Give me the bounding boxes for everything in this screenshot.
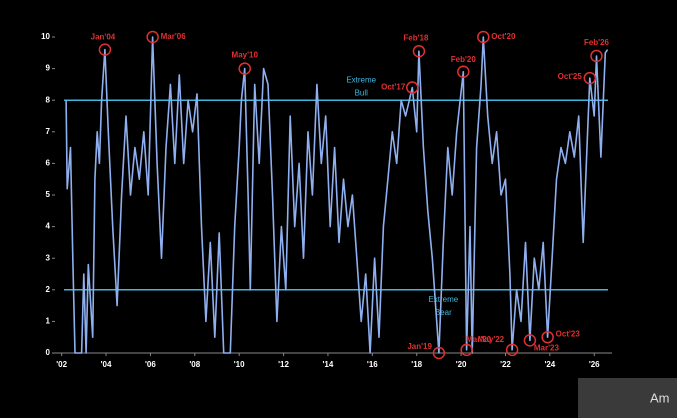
x-tick-label: '26: [589, 360, 600, 369]
annotation-label: Jan'04: [91, 33, 116, 42]
reference-label: Bear: [435, 308, 452, 317]
annotation-label: Feb'26: [584, 38, 610, 47]
x-tick-label: '12: [278, 360, 289, 369]
annotation-circle: [590, 49, 603, 63]
annotation-circle: [460, 343, 473, 357]
reference-label: Extreme: [346, 75, 376, 84]
x-tick-label: '10: [234, 360, 245, 369]
annotation-circle: [583, 71, 597, 85]
annotation-circle: [406, 81, 419, 94]
annotation-circle: [541, 330, 554, 344]
annotation-label: Oct'23: [556, 329, 581, 338]
annotation-label: Mar'23: [534, 343, 560, 352]
x-tick-label: '02: [56, 360, 67, 369]
annotation-label: Mar'20: [466, 335, 492, 344]
y-tick-label: 7: [46, 127, 51, 136]
annotation-circle: [238, 62, 251, 75]
x-tick-label: '04: [101, 360, 112, 369]
y-tick-label: 4: [46, 222, 51, 231]
y-tick-label: 3: [46, 253, 51, 262]
annotation-label: Feb'20: [451, 55, 477, 64]
y-tick-label: 10: [41, 32, 50, 41]
x-tick-label: '18: [411, 360, 422, 369]
annotation-circle: [98, 43, 112, 56]
annotation-label: Mar'06: [161, 32, 187, 41]
y-tick-label: 1: [46, 317, 51, 326]
y-tick-label: 8: [46, 95, 51, 104]
x-tick-label: '08: [189, 360, 200, 369]
annotation-label: May'22: [478, 335, 505, 344]
x-tick-label: '06: [145, 360, 156, 369]
x-tick-label: '24: [544, 360, 555, 369]
x-tick-label: '20: [456, 360, 467, 369]
annotation-label: Oct'17: [381, 83, 406, 92]
footer-fragment: Am: [650, 390, 670, 405]
y-tick-label: 9: [46, 64, 51, 73]
y-tick-label: 5: [46, 190, 51, 199]
annotation-circle: [412, 44, 426, 58]
annotation-circle: [523, 334, 537, 347]
x-tick-label: '16: [367, 360, 378, 369]
annotation-circle: [505, 343, 519, 357]
footer-box: [578, 378, 677, 418]
annotation-circle: [146, 30, 159, 44]
y-tick-label: 0: [46, 348, 51, 357]
x-tick-label: '22: [500, 360, 511, 369]
annotation-circle: [457, 65, 470, 79]
annotation-label: May'10: [232, 51, 259, 60]
annotation-label: Jan'19: [407, 342, 432, 351]
x-tick-label: '14: [323, 360, 334, 369]
data-line: [65, 36, 609, 354]
annotation-circle: [477, 30, 490, 44]
annotation-label: Oct'20: [491, 32, 516, 41]
reference-label: Bull: [355, 88, 369, 97]
y-tick-label: 2: [46, 285, 51, 294]
annotation-label: Oct'25: [558, 72, 583, 81]
annotation-label: Feb'18: [403, 33, 429, 42]
annotation-circle: [432, 346, 446, 360]
reference-label: Extreme: [428, 295, 458, 304]
y-tick-label: 6: [46, 159, 51, 168]
